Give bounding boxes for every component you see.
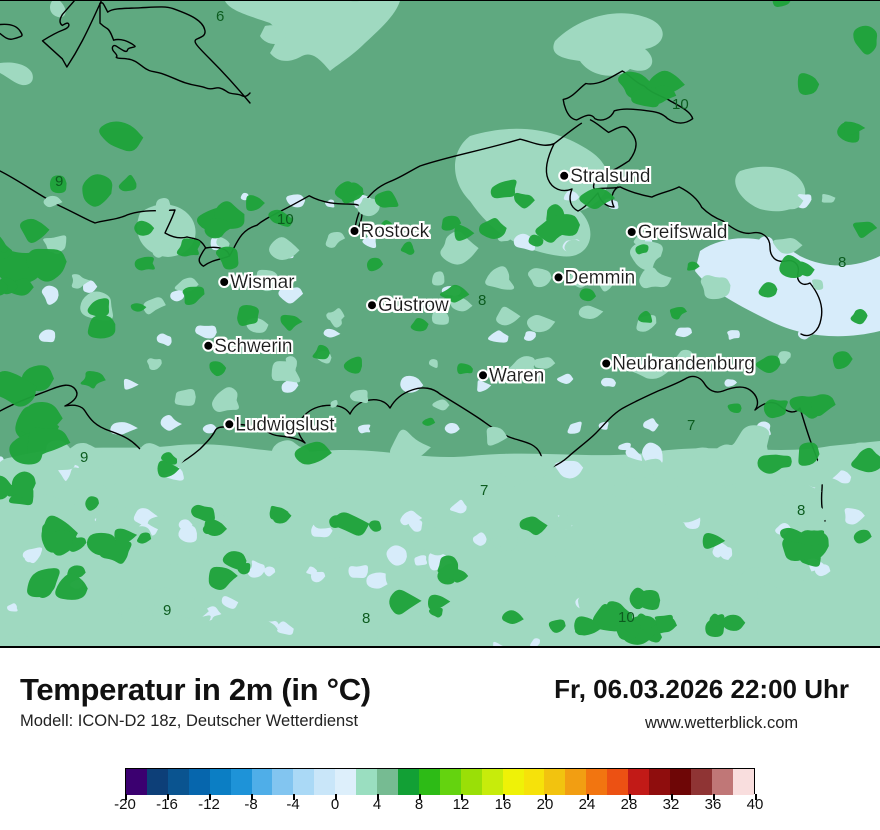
svg-text:Ludwigslust: Ludwigslust — [235, 414, 335, 435]
svg-text:Stralsund: Stralsund — [570, 166, 650, 187]
svg-text:Güstrow: Güstrow — [378, 295, 449, 316]
svg-text:10: 10 — [672, 96, 689, 113]
svg-text:Neubrandenburg: Neubrandenburg — [612, 354, 755, 375]
svg-text:Schwerin: Schwerin — [214, 336, 292, 357]
svg-text:10: 10 — [618, 609, 635, 626]
svg-text:Greifswald: Greifswald — [638, 222, 728, 243]
svg-text:Wismar: Wismar — [230, 272, 295, 293]
svg-text:7: 7 — [480, 482, 488, 499]
svg-text:9: 9 — [80, 449, 88, 466]
svg-text:6: 6 — [216, 8, 224, 25]
svg-text:Waren: Waren — [489, 365, 544, 386]
svg-text:Rostock: Rostock — [361, 221, 430, 242]
svg-text:9: 9 — [163, 602, 171, 619]
svg-text:Demmin: Demmin — [565, 267, 636, 288]
svg-text:8: 8 — [362, 610, 370, 627]
svg-text:8: 8 — [838, 254, 846, 271]
svg-text:8: 8 — [478, 292, 486, 309]
svg-text:9: 9 — [55, 173, 63, 190]
svg-text:7: 7 — [687, 417, 695, 434]
svg-text:10: 10 — [277, 211, 294, 228]
svg-text:8: 8 — [797, 502, 805, 519]
